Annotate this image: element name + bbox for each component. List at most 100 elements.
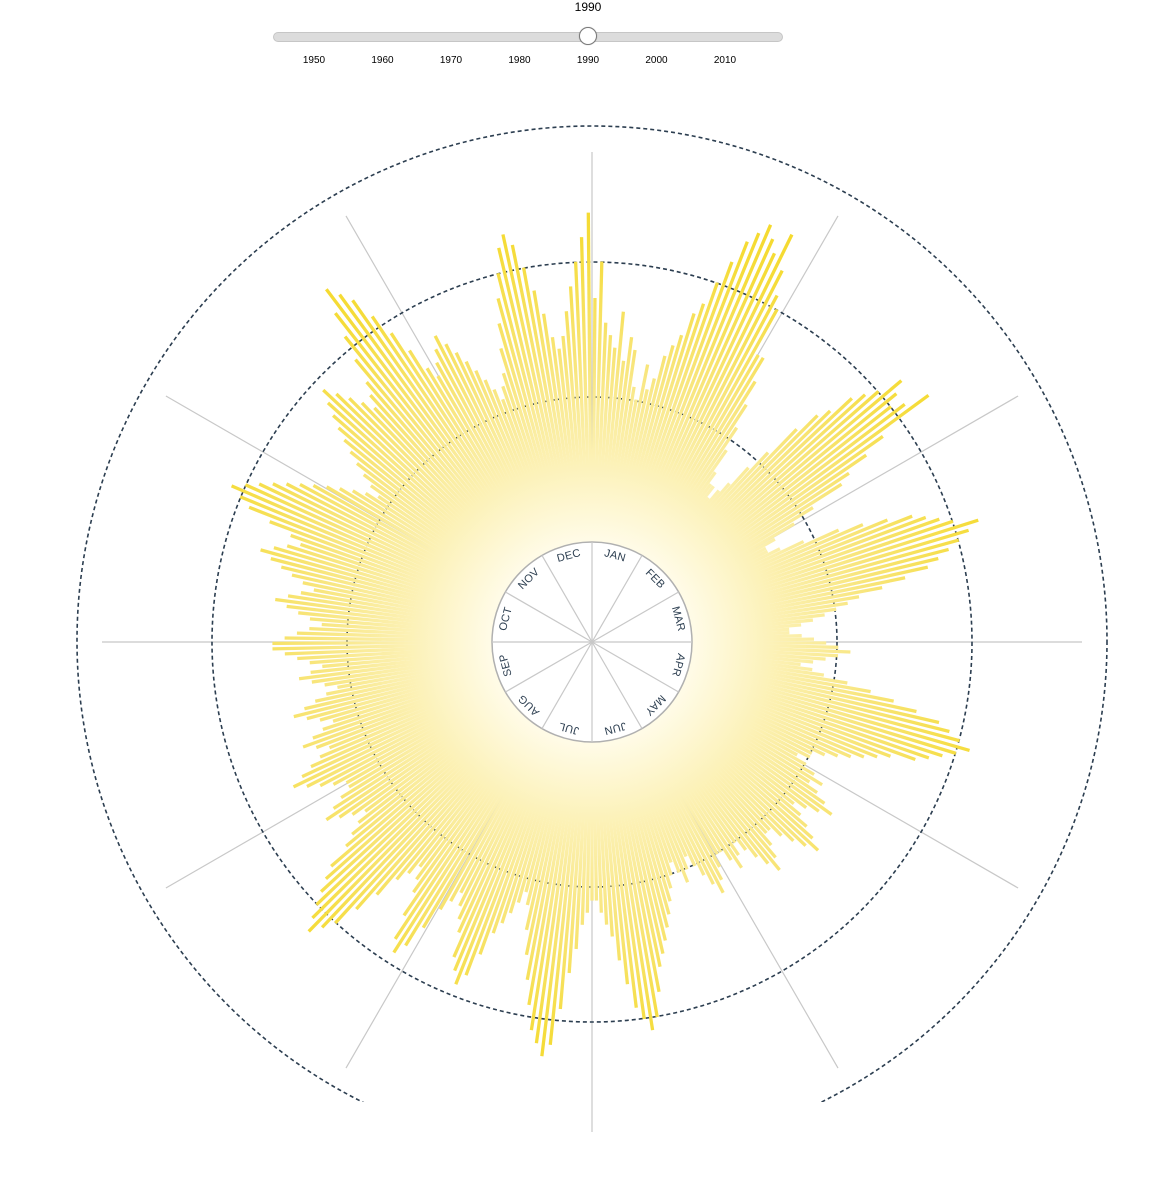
day-bar (594, 322, 608, 543)
day-bar (592, 261, 604, 543)
day-bar (684, 677, 878, 759)
day-bar (681, 540, 805, 601)
inner-spoke-line (591, 641, 643, 729)
day-bar (687, 669, 957, 755)
day-bar (501, 234, 573, 545)
day-bar (315, 709, 521, 906)
day-bar (620, 313, 696, 547)
slider-tick-1990: 1990 (576, 55, 600, 66)
day-bar (270, 557, 496, 619)
day-bar (673, 453, 868, 588)
day-bar (496, 272, 569, 546)
day-bar (680, 547, 781, 600)
day-bar (655, 717, 777, 859)
day-bar (369, 394, 527, 569)
day-bar (658, 451, 770, 570)
day-bar (459, 729, 548, 894)
day-bar (674, 471, 850, 589)
day-bar (325, 659, 495, 696)
day-bar (322, 388, 521, 575)
day-bar (592, 741, 599, 901)
day-bar (349, 450, 515, 582)
day-bar (272, 482, 504, 600)
day-bar (642, 356, 765, 558)
day-bar (621, 303, 706, 548)
day-bar (319, 668, 497, 722)
day-bar (649, 471, 717, 563)
day-bar (580, 741, 591, 925)
day-bar (540, 741, 582, 1057)
day-bar (680, 549, 769, 598)
day-bar (275, 597, 494, 631)
slider-thumb[interactable] (579, 27, 597, 45)
year-slider[interactable] (273, 27, 783, 45)
day-bar (248, 505, 500, 607)
day-bar (689, 663, 940, 725)
day-bar (351, 299, 536, 562)
day-bar (664, 708, 820, 852)
day-bar (691, 644, 851, 654)
month-label-apr: APR (669, 652, 687, 678)
day-bar (654, 718, 781, 871)
day-bar (610, 364, 650, 545)
day-bar (667, 704, 802, 817)
day-bar (287, 594, 494, 629)
day-bar (674, 696, 818, 794)
day-bar (334, 714, 526, 925)
day-bar (348, 397, 523, 573)
day-bar (326, 401, 519, 577)
day-bar (306, 685, 504, 788)
day-bar (690, 656, 848, 685)
day-bar (615, 738, 669, 928)
day-bar (325, 696, 510, 822)
day-bar (525, 738, 570, 906)
day-bar (290, 533, 499, 611)
day-bar (291, 573, 495, 622)
day-bar (662, 409, 832, 574)
day-bar (684, 676, 892, 758)
day-bar (659, 713, 771, 832)
day-bar (612, 739, 665, 954)
day-bar (627, 734, 690, 883)
day-bar (298, 611, 493, 634)
day-bar (286, 544, 498, 614)
day-bar (272, 640, 493, 646)
day-bar (666, 705, 808, 828)
day-bar (573, 261, 590, 543)
day-bar (598, 741, 622, 961)
day-bar (284, 636, 493, 643)
day-bar (690, 595, 860, 627)
day-bar (496, 297, 568, 546)
day-bar (373, 406, 526, 570)
day-bar (421, 727, 543, 929)
day-bar (681, 684, 826, 757)
day-bar (684, 514, 913, 607)
day-bar (310, 681, 502, 769)
day-bar (677, 690, 807, 767)
day-bar (658, 714, 768, 835)
day-bar (687, 668, 970, 753)
slider-track[interactable] (273, 32, 783, 42)
day-bar (672, 435, 884, 586)
day-bar (337, 657, 494, 690)
day-bar (310, 651, 493, 675)
day-bar (354, 358, 530, 567)
day-bar (395, 718, 530, 881)
day-bar (444, 343, 550, 553)
day-bar (600, 741, 630, 985)
day-bar (322, 671, 498, 732)
day-bar (610, 739, 662, 968)
day-bar (335, 392, 522, 574)
day-bar (330, 705, 518, 868)
day-bar (630, 732, 688, 858)
day-bar (625, 734, 681, 874)
day-bar (689, 565, 929, 622)
day-bar (309, 617, 493, 636)
day-bar (525, 739, 575, 981)
day-bar (370, 315, 538, 561)
day-bar (675, 694, 811, 784)
day-bar (615, 355, 667, 546)
day-bar (314, 661, 495, 703)
day-bar (393, 724, 539, 940)
